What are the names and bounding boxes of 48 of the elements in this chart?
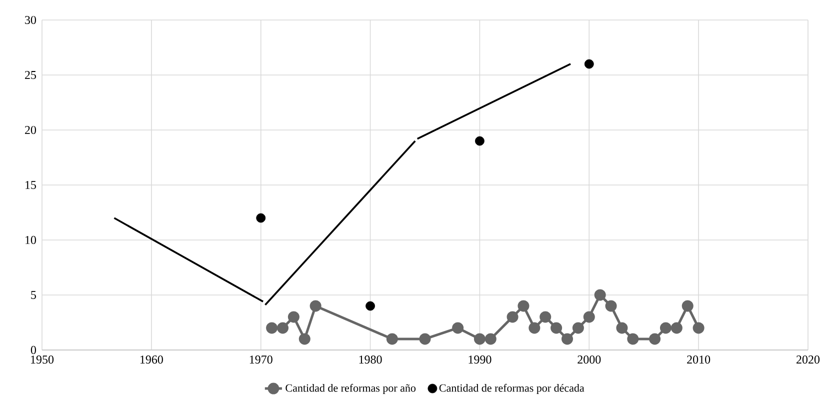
point bbox=[484, 333, 496, 345]
point bbox=[540, 311, 552, 323]
point bbox=[298, 333, 310, 345]
y-tick-label: 25 bbox=[25, 70, 36, 80]
point bbox=[310, 300, 322, 312]
legend-label: Cantidad de reformas por año bbox=[286, 384, 416, 394]
point bbox=[266, 322, 278, 334]
point bbox=[649, 333, 661, 345]
point bbox=[660, 322, 672, 334]
x-tick-label: 2020 bbox=[796, 356, 820, 364]
point bbox=[276, 322, 288, 334]
point bbox=[528, 322, 540, 334]
point bbox=[670, 322, 682, 334]
point bbox=[583, 311, 595, 323]
point bbox=[506, 311, 518, 323]
x-tick-label: 2000 bbox=[578, 356, 601, 364]
x-tick-label: 2010 bbox=[687, 356, 710, 364]
point bbox=[474, 333, 486, 345]
point bbox=[419, 333, 431, 345]
y-tick-label: 0 bbox=[30, 346, 36, 354]
point bbox=[550, 322, 562, 334]
point bbox=[288, 311, 300, 323]
point bbox=[256, 213, 266, 223]
point bbox=[518, 300, 530, 312]
legend-label: Cantidad de reformas por década bbox=[439, 384, 584, 394]
point bbox=[692, 322, 704, 334]
point bbox=[366, 301, 375, 311]
y-tick-label: 15 bbox=[26, 180, 36, 189]
point bbox=[386, 333, 398, 345]
point bbox=[452, 322, 464, 334]
x-tick-label: 1950 bbox=[31, 356, 54, 364]
point bbox=[562, 333, 574, 345]
point bbox=[475, 136, 484, 146]
point bbox=[682, 300, 694, 312]
point bbox=[584, 59, 594, 69]
point bbox=[616, 322, 628, 334]
x-tick-label: 1970 bbox=[250, 356, 272, 364]
point bbox=[627, 333, 639, 345]
y-tick-label: 30 bbox=[25, 16, 36, 24]
point bbox=[594, 289, 606, 301]
point bbox=[572, 322, 584, 334]
x-tick-label: 1960 bbox=[140, 356, 163, 364]
x-tick-label: 1990 bbox=[468, 356, 492, 364]
point bbox=[605, 300, 617, 312]
y-tick-label: 5 bbox=[31, 291, 36, 299]
y-tick-label: 10 bbox=[26, 236, 36, 244]
x-tick-label: 1980 bbox=[359, 356, 382, 364]
y-tick-label: 20 bbox=[25, 126, 36, 134]
